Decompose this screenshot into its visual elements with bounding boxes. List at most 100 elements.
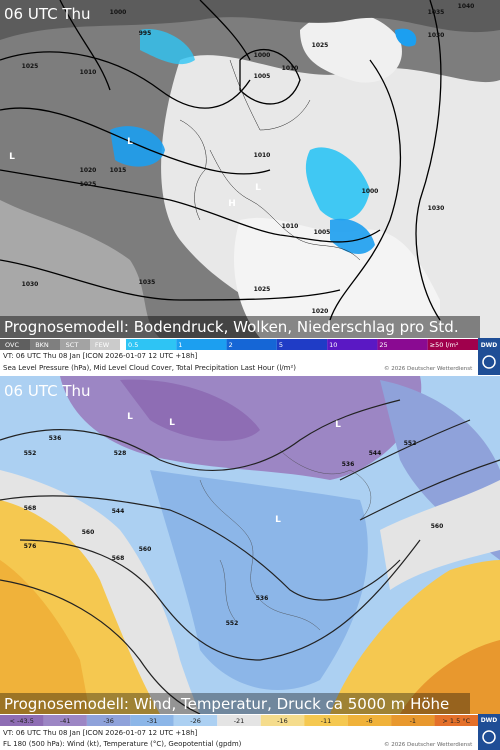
- legend-label: BKN: [35, 341, 49, 349]
- contour-label: 560: [139, 546, 152, 553]
- contour-label: 560: [431, 523, 444, 530]
- logo: DWD: [481, 342, 498, 349]
- legend-swatch: [173, 715, 218, 726]
- contour-label: 568: [112, 555, 125, 562]
- isobar-label: 1010: [282, 223, 299, 230]
- isobar-label: 1025: [80, 181, 97, 188]
- legend-label: -36: [103, 717, 114, 725]
- legend-label: 5: [279, 341, 283, 349]
- legend-swatch: [30, 339, 60, 350]
- isobar-label: 1035: [428, 9, 445, 16]
- time-label: 06 UTC Thu: [4, 382, 91, 400]
- isobar-label: 1025: [254, 286, 271, 293]
- isobar-label: 1030: [22, 281, 39, 288]
- pressure-system: L: [335, 420, 341, 430]
- legend-label: 0.5: [128, 341, 138, 349]
- pressure-system: L: [255, 183, 261, 193]
- description: FL 180 (500 hPa): Wind (kt), Temperature…: [3, 740, 242, 748]
- isobar-label: 1005: [314, 229, 331, 236]
- contour-label: 536: [342, 461, 355, 468]
- isobar-label: 1000: [110, 9, 127, 16]
- isobar-label: 1010: [80, 69, 97, 76]
- isobar-label: 1025: [312, 42, 329, 49]
- valid-time: VT: 06 UTC Thu 08 Jan [ICON 2026-01-07 1…: [3, 729, 198, 737]
- legend-swatch: [391, 715, 435, 726]
- legend-swatch: [226, 339, 277, 350]
- legend-label: -26: [190, 717, 201, 725]
- logo: DWD: [481, 717, 498, 724]
- contour-label: 528: [114, 450, 127, 457]
- isobar-label: 1020: [80, 167, 97, 174]
- legend-label: 25: [379, 341, 387, 349]
- legend-swatch: [176, 339, 227, 350]
- legend-label: -16: [277, 717, 288, 725]
- legend-label: -21: [234, 717, 245, 725]
- temperature-legend: < -43.5 -41 -36 -31 -26 -21 -16 -11 -6 -1 > 1.5 °C: [0, 715, 478, 726]
- isobar-label: 1000: [254, 52, 271, 59]
- isobar-label: 1000: [362, 188, 379, 195]
- legend-label: -41: [60, 717, 71, 725]
- copyright: © 2026 Deutscher Wetterdienst: [384, 741, 473, 748]
- legend-label: 10: [329, 341, 337, 349]
- legend-swatch: [130, 715, 174, 726]
- legend-label: OVC: [5, 341, 19, 349]
- legend-swatch: [276, 339, 328, 350]
- contour-label: 536: [49, 435, 62, 442]
- time-label: 06 UTC Thu: [4, 5, 91, 23]
- legend-label: -6: [366, 717, 372, 725]
- legend-swatch: [126, 339, 177, 350]
- legend-swatch: [427, 339, 478, 350]
- legend-swatch: [217, 715, 261, 726]
- legend-swatch: [0, 339, 30, 350]
- legend-swatch: [260, 715, 305, 726]
- legend-swatch: [60, 339, 90, 350]
- contour-label: 536: [256, 595, 269, 602]
- isobar-label: 1040: [458, 3, 475, 10]
- contour-label: 552: [404, 440, 417, 447]
- legend-swatch: [377, 339, 428, 350]
- contour-label: 576: [24, 543, 37, 550]
- isobar-label: 1005: [254, 73, 271, 80]
- pressure-system: L: [127, 412, 133, 422]
- isobar-label: 1035: [139, 279, 156, 286]
- pressure-system: L: [127, 137, 133, 147]
- contour-label: 560: [82, 529, 95, 536]
- isobar-label: 1010: [282, 65, 299, 72]
- isobar-label: 1015: [110, 167, 127, 174]
- contour-label: 552: [24, 450, 37, 457]
- precip-legend: OVC BKN SCT FEW 0.5 1 2 5 10 25 ≥50 l/m²: [0, 339, 478, 350]
- legend-label: > 1.5 °C: [442, 717, 470, 725]
- logo-icon: [482, 355, 496, 369]
- isobar-label: 1025: [22, 63, 39, 70]
- logo-icon: [482, 730, 496, 744]
- legend-label: SCT: [66, 341, 79, 349]
- pressure-map: [0, 0, 500, 338]
- legend-label: ≥50 l/m²: [430, 341, 459, 349]
- pressure-system: H: [228, 199, 236, 209]
- caption: Prognosemodell: Bodendruck, Wolken, Nied…: [4, 318, 459, 336]
- isobar-label: 995: [139, 30, 152, 37]
- pressure-system: L: [275, 515, 281, 525]
- isobar-label: 1030: [428, 205, 445, 212]
- legend-label: FEW: [95, 341, 110, 349]
- contour-label: 544: [369, 450, 382, 457]
- contour-label: 552: [226, 620, 239, 627]
- logo-box: [478, 714, 500, 750]
- legend-swatch: [90, 339, 120, 350]
- legend-label: 2: [229, 341, 233, 349]
- legend-label: 1: [178, 341, 182, 349]
- upper-air-map: [0, 376, 500, 714]
- legend-swatch: [304, 715, 348, 726]
- legend-label: -1: [410, 717, 416, 725]
- copyright: © 2026 Deutscher Wetterdienst: [384, 365, 473, 372]
- pressure-system: L: [169, 418, 175, 428]
- legend-swatch: [327, 339, 378, 350]
- legend-swatch: [86, 715, 131, 726]
- legend-swatch: [43, 715, 87, 726]
- isobar-label: 1030: [428, 32, 445, 39]
- contour-label: 544: [112, 508, 125, 515]
- legend-label: -31: [147, 717, 158, 725]
- valid-time: VT: 06 UTC Thu 08 Jan [ICON 2026-01-07 1…: [3, 352, 198, 360]
- isobar-label: 1020: [312, 308, 329, 315]
- legend-swatch: [0, 715, 44, 726]
